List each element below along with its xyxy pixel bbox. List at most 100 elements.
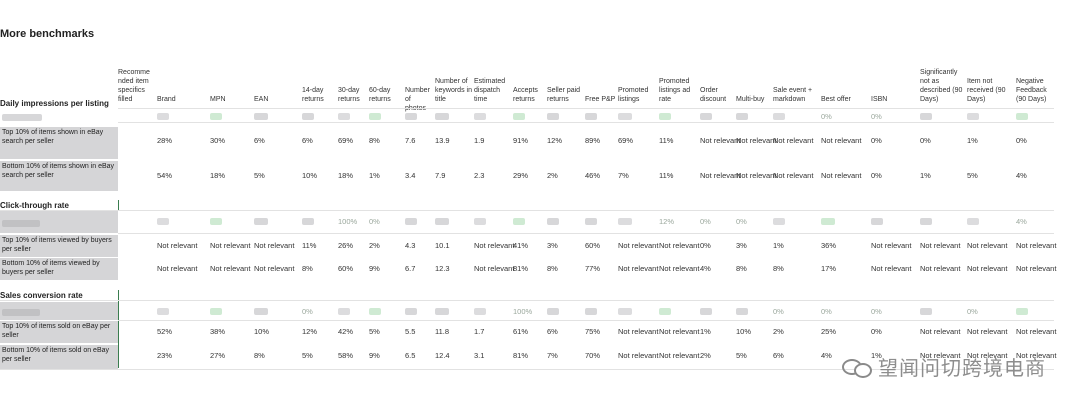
table-cell: 11% [659,171,674,180]
masked-cell [920,218,932,225]
table-cell: Not relevant [773,171,814,180]
table-cell: 69% [338,136,354,145]
table-cell: Not relevant [871,264,912,273]
table-cell: 8% [547,264,558,273]
table-cell: 4% [700,264,711,273]
table-cell: 7.6 [405,136,416,145]
row-label: Bottom 10% of items viewed by buyers per… [0,258,118,280]
row-divider [118,320,1054,321]
table-cell: Not relevant [773,136,814,145]
table-cell: 6% [773,351,784,360]
table-cell: Not relevant [618,351,659,360]
table-cell: Not relevant [254,241,295,250]
blurred-row-label [0,111,118,125]
masked-cell [435,308,449,315]
table-cell: 91% [513,136,529,145]
table-cell: Not relevant [920,351,961,360]
masked-cell [210,308,222,315]
table-cell: Not relevant [157,241,198,250]
masked-cell-value: 0% [967,307,978,316]
table-cell: Not relevant [618,241,659,250]
table-cell: 2% [700,351,711,360]
column-header: Best offer [821,96,851,103]
table-cell: Not relevant [821,136,862,145]
masked-cell [254,218,268,225]
table-cell: Not relevant [210,264,251,273]
table-cell: 4% [1016,171,1027,180]
masked-cell [369,113,381,120]
masked-cell [700,113,712,120]
table-cell: 7% [547,351,558,360]
masked-cell [435,113,449,120]
table-cell: Not relevant [1016,327,1057,336]
column-header: Recomme nded item specifics filled [118,69,150,103]
masked-cell [405,218,417,225]
table-cell: Not relevant [871,241,912,250]
masked-cell-value: 0% [821,307,832,316]
column-header: Promoted listings [618,87,649,103]
table-cell: Not relevant [920,264,961,273]
masked-cell [513,218,525,225]
table-cell: 2% [547,171,558,180]
table-cell: 12% [302,327,318,336]
section-title-ctr: Click-through rate [0,201,69,210]
table-cell: Not relevant [618,264,659,273]
masked-cell [210,218,222,225]
masked-cell [302,113,314,120]
row-label: Bottom 10% of items shown in eBay search… [0,161,118,191]
blurred-row-label [0,211,118,233]
table-cell: 27% [210,351,226,360]
masked-cell-value: 12% [659,217,675,226]
column-header: 14-day returns [302,87,324,103]
row-label: Top 10% of items viewed by buyers per se… [0,235,118,257]
masked-cell-value: 100% [513,307,533,316]
table-cell: 58% [338,351,354,360]
table-cell: 17% [821,264,837,273]
table-cell: 1% [369,171,380,180]
table-cell: 8% [302,264,313,273]
table-cell: 8% [773,264,784,273]
table-cell: 6.7 [405,264,416,273]
masked-cell [157,308,169,315]
table-cell: 5% [369,327,380,336]
section-title-conversion: Sales conversion rate [0,291,83,300]
table-cell: 11% [659,136,674,145]
table-cell: 6% [302,136,313,145]
table-cell: 5% [967,171,978,180]
masked-cell [967,218,979,225]
row-label: Bottom 10% of items sold on eBay per sel… [0,345,118,369]
masked-cell [871,218,883,225]
table-cell: Not relevant [254,264,295,273]
table-cell: 7% [618,171,629,180]
row-label: Top 10% of items sold on eBay per seller [0,321,118,343]
masked-cell [369,308,381,315]
masked-cell [967,113,979,120]
masked-cell [618,113,632,120]
table-cell: Not relevant [967,327,1008,336]
table-cell: 18% [210,171,226,180]
table-cell: 3.4 [405,171,416,180]
table-cell: 5% [254,171,265,180]
table-cell: 8% [254,351,265,360]
table-cell: 10% [302,171,318,180]
table-cell: 77% [585,264,601,273]
masked-cell [618,308,632,315]
masked-cell [821,218,835,225]
column-header: Item not received (90 Days) [967,78,1006,103]
table-cell: 18% [338,171,354,180]
table-cell: 2.3 [474,171,485,180]
column-header: Order discount [700,87,727,103]
section-divider-line [118,200,119,210]
table-cell: 1% [967,136,978,145]
watermark-text: 望闻问切跨境电商 [878,358,1046,380]
masked-cell-value: 0% [871,112,882,121]
column-header: Promoted listings ad rate [659,78,691,103]
masked-cell [547,113,559,120]
masked-cell [547,218,559,225]
wechat-icon [842,357,872,378]
table-cell: 1% [920,171,931,180]
table-cell: 2% [773,327,784,336]
table-cell: 60% [585,241,601,250]
masked-cell-value: 0% [773,307,784,316]
table-cell: 23% [157,351,173,360]
